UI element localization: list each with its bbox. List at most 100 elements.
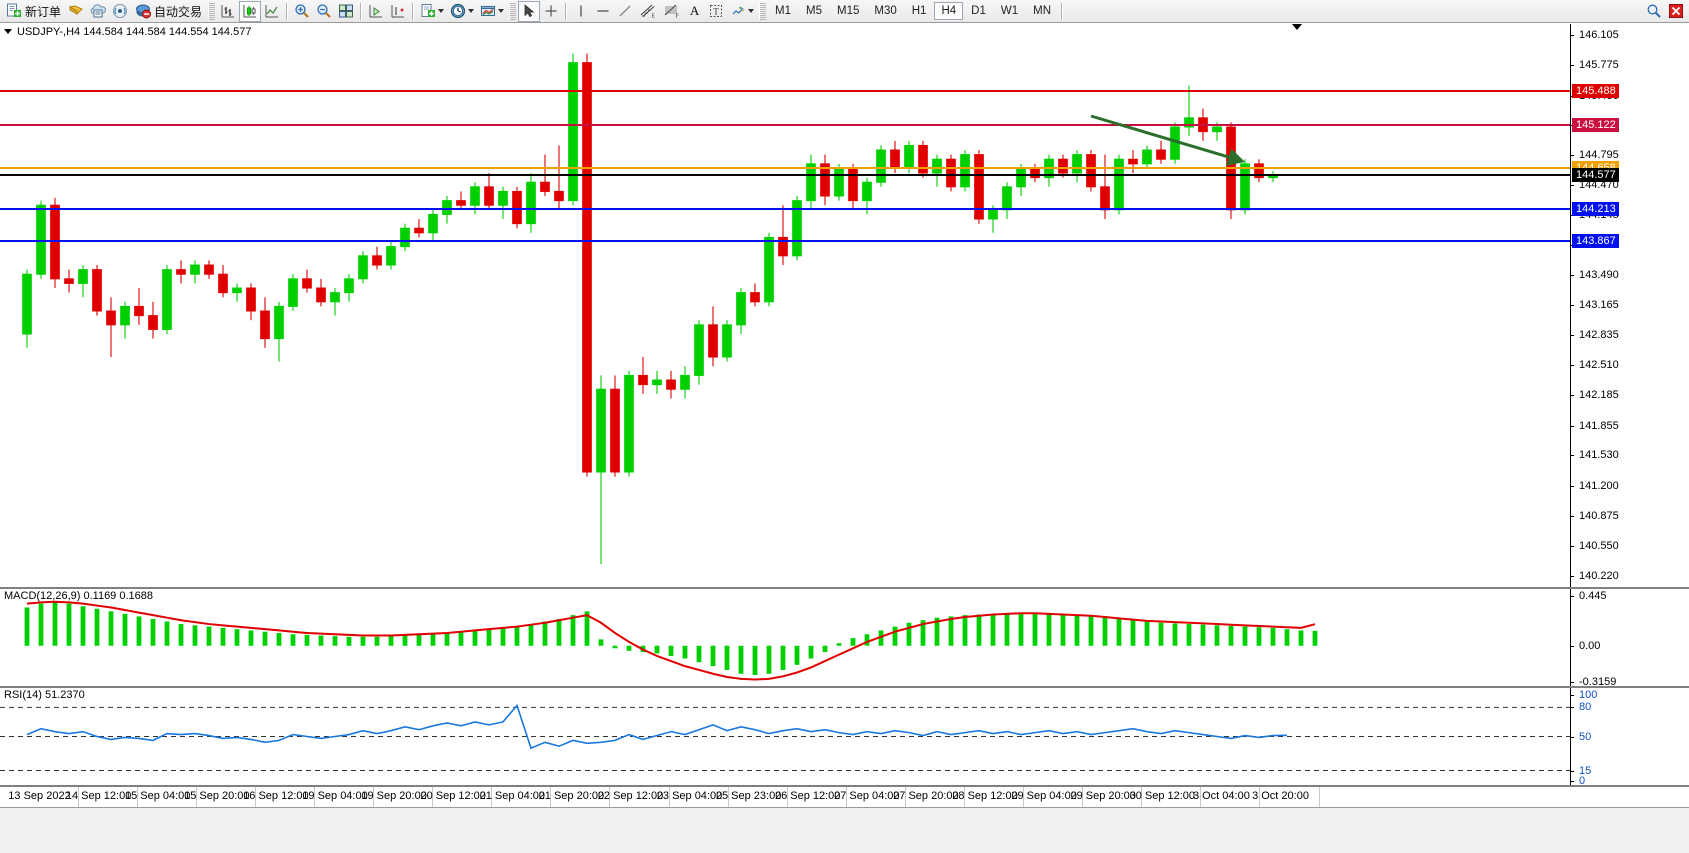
time-tick: 20 Sep 12:00 [420, 790, 486, 802]
folder-button[interactable] [65, 1, 87, 22]
chart-menu-triangle-icon[interactable] [4, 29, 12, 34]
time-separator [609, 787, 611, 809]
chart-shift-icon [391, 5, 405, 18]
timeframe-m30[interactable]: M30 [874, 5, 897, 17]
chevron-down-icon[interactable] [438, 9, 445, 13]
timeframe-mn[interactable]: MN [1033, 5, 1051, 17]
horizontal-line-button[interactable] [592, 1, 614, 22]
toolbar-separator [286, 2, 289, 20]
trendline-button[interactable] [614, 1, 636, 22]
macd-plot-area[interactable] [0, 589, 1570, 686]
price-axis[interactable]: 146.105145.775145.436145.122144.795144.4… [1570, 24, 1689, 587]
close-button[interactable] [1665, 1, 1687, 22]
templates-button[interactable] [417, 1, 447, 22]
price-line-label[interactable]: 145.122 [1572, 118, 1619, 132]
time-axis[interactable]: 13 Sep 2022 14 Sep 12:00 15 Sep 04:00 15 Se… [0, 785, 1689, 809]
chart-scroll-marker[interactable] [1292, 24, 1302, 30]
broadcast-button[interactable] [109, 1, 131, 22]
price-line-145.122[interactable] [0, 124, 1570, 126]
cursor-button[interactable] [518, 0, 541, 22]
timeframe-w1[interactable]: W1 [1000, 5, 1019, 17]
macd-tick: 0.00 [1569, 640, 1600, 652]
price-line-143.867[interactable] [0, 239, 1570, 242]
search-button[interactable] [1643, 1, 1665, 22]
price-tick: 141.855 [1570, 420, 1619, 432]
equidistant-channel-button[interactable]: E [636, 1, 660, 22]
zoom-out-button[interactable] [313, 1, 335, 22]
data-window-button[interactable] [87, 1, 109, 22]
chevron-down-icon[interactable] [468, 9, 475, 13]
timeframe-h4[interactable]: H4 [934, 2, 964, 20]
bar-chart-button[interactable] [217, 1, 239, 22]
chart-header-label: USDJPY-,H4 144.584 144.584 144.554 144.5… [17, 25, 252, 38]
auto-trading-button[interactable]: 自动交易 [131, 1, 206, 22]
price-tick: 142.510 [1570, 359, 1619, 371]
chart-window[interactable]: 146.105145.775145.436145.122144.795144.4… [0, 23, 1689, 853]
time-separator [373, 787, 374, 809]
chevron-down-icon[interactable] [498, 9, 505, 13]
macd-axis[interactable]: 0.445 0.00 -0.3159 [1569, 589, 1689, 688]
timeframe-m15[interactable]: M15 [837, 5, 860, 17]
autoscroll-button[interactable] [365, 1, 387, 22]
time-separator [432, 787, 434, 809]
price-line-144.577[interactable] [0, 174, 1570, 177]
timeframe-m5[interactable]: M5 [806, 5, 822, 17]
vertical-line-button[interactable] [570, 1, 592, 22]
price-line-label[interactable]: 144.213 [1572, 201, 1619, 216]
rsi-axis[interactable]: 100 80 50 15 0 [1569, 688, 1689, 787]
vertical-line-icon [580, 5, 582, 17]
rsi-tick: 100 [1569, 689, 1597, 701]
textbox-button[interactable]: T [705, 1, 727, 22]
svg-text:E: E [652, 14, 656, 20]
price-plot-area[interactable] [0, 24, 1570, 587]
price-line-label[interactable]: 144.577 [1572, 168, 1619, 183]
fibonacci-button[interactable]: F [660, 1, 684, 22]
fibonacci-icon: F [664, 4, 680, 19]
toolbar-grip-2[interactable] [509, 2, 517, 20]
price-line-label[interactable]: 143.867 [1572, 233, 1619, 248]
price-panel[interactable]: 146.105145.775145.436145.122144.795144.4… [0, 24, 1689, 587]
time-separator [77, 787, 79, 809]
macd-series [24, 600, 1318, 681]
svg-text:T: T [713, 7, 719, 17]
search-icon [1647, 4, 1661, 18]
crosshair-button[interactable] [540, 1, 562, 22]
tile-windows-button[interactable] [335, 1, 357, 22]
time-tick: 19 Sep 04:00 [302, 790, 368, 802]
time-tick: 27 Sep 04:00 [834, 790, 900, 802]
price-tick: 143.165 [1570, 299, 1619, 311]
indicator-list-button[interactable] [477, 1, 507, 22]
new-order-button[interactable]: 新订单 [2, 1, 65, 22]
timeframe-h1[interactable]: H1 [911, 5, 927, 17]
time-separator [491, 787, 493, 809]
timeframe-m1[interactable]: M1 [775, 5, 792, 17]
toolbar-grip[interactable] [208, 2, 216, 20]
timeframe-d1[interactable]: D1 [971, 5, 986, 17]
price-line-145.488[interactable] [0, 90, 1570, 93]
rsi-panel[interactable]: 100 80 50 15 0 RSI(14) 51.2370 [0, 686, 1689, 787]
price-line-144.658[interactable] [0, 166, 1570, 169]
candlestick-chart-button[interactable] [239, 0, 262, 22]
objects-button[interactable] [727, 1, 757, 22]
macd-panel[interactable]: 0.445 0.00 -0.3159 MACD(12,26,9) 0.1169 0.… [0, 587, 1689, 688]
time-separator [1318, 787, 1320, 809]
period-button[interactable] [447, 1, 477, 22]
price-tick: 142.835 [1570, 329, 1619, 341]
text-label-button[interactable]: A [684, 1, 705, 22]
zoom-in-icon [295, 4, 309, 18]
zoom-out-icon [317, 4, 331, 18]
time-separator [195, 787, 197, 809]
zoom-in-button[interactable] [291, 1, 313, 22]
equidistant-channel-icon: E [640, 4, 656, 20]
price-line-label[interactable]: 145.488 [1572, 84, 1619, 99]
toolbar-grip-3[interactable] [759, 2, 767, 20]
time-tick: 13 Sep 2022 [8, 790, 71, 802]
line-chart-button[interactable] [261, 1, 283, 22]
price-line-144.213[interactable] [0, 207, 1570, 210]
chart-shift-button[interactable] [387, 1, 409, 22]
time-tick: 28 Sep 12:00 [952, 790, 1018, 802]
time-separator [786, 787, 788, 809]
rsi-plot-area[interactable] [0, 688, 1570, 785]
chevron-down-icon[interactable] [748, 9, 755, 13]
new-order-icon [7, 3, 21, 17]
